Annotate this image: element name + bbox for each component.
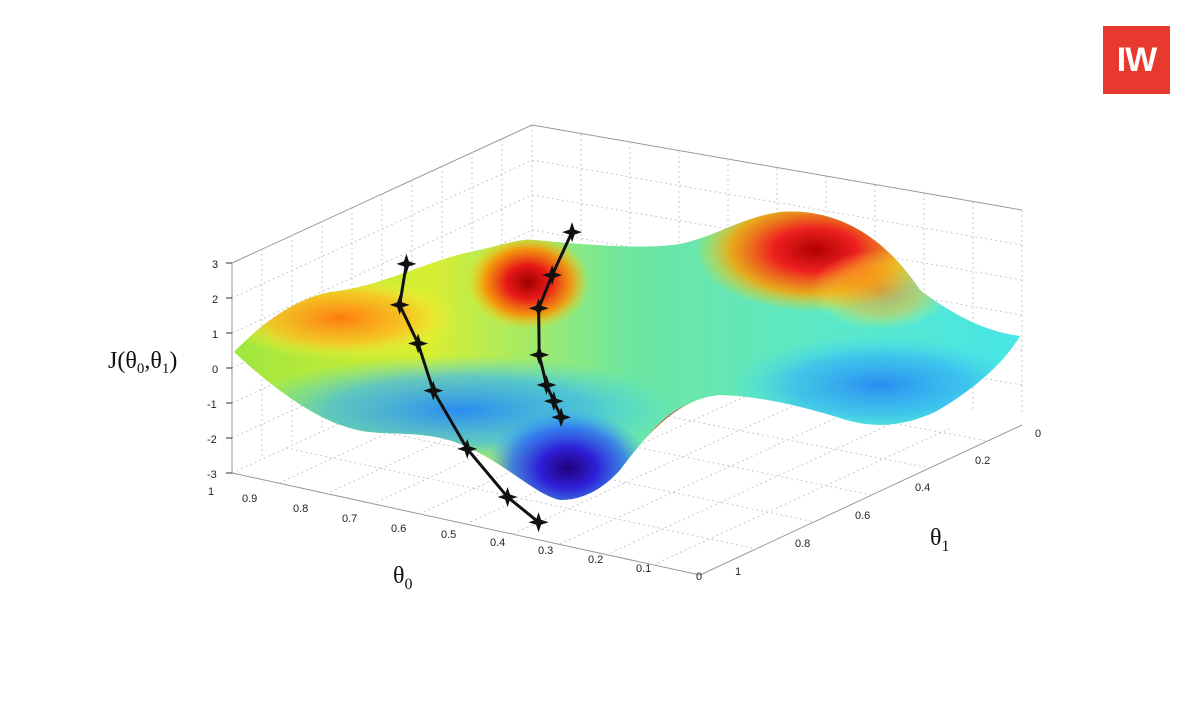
descent-step-marker [528,512,549,533]
z-tick-label: 2 [212,294,218,306]
x-tick-label: 0.9 [242,493,257,505]
brand-logo: IW [1103,26,1170,94]
x-tick-label: 0.8 [293,503,308,515]
y-tick-label: 0.8 [795,538,810,550]
x-tick-label: 0.7 [342,513,357,525]
z-tick-label: 0 [212,364,218,376]
descent-step-marker [536,375,557,395]
x-tick-label: 0.4 [490,537,505,549]
descent-step-marker [396,253,417,274]
y-tick-labels: 0 0.2 0.4 0.6 0.8 1 [735,428,1041,578]
descent-step-marker [562,222,583,243]
x-tick-label: 0.6 [391,523,406,535]
y-axis-label: θ1 [930,525,950,555]
x-tick-label: 1 [208,486,214,498]
x-tick-label: 0.1 [636,563,651,575]
x-tick-label: 0.5 [441,529,456,541]
descent-step-marker [542,265,563,286]
descent-step-marker [389,294,410,315]
z-tick-label: 3 [212,259,218,271]
surface-right-low-band [730,335,1020,435]
x-tick-labels: 1 0.9 0.8 0.7 0.6 0.5 0.4 0.3 0.2 0.1 0 [208,486,702,583]
descent-step-marker [529,344,550,365]
z-tick-label: 1 [212,329,218,341]
x-axis-label: θ0 [393,563,413,593]
y-tick-label: 0.6 [855,510,870,522]
descent-step-marker [408,333,429,354]
z-tick-marks [226,262,232,474]
y-tick-label: 1 [735,566,741,578]
y-tick-label: 0.2 [975,455,990,467]
y-tick-label: 0 [1035,428,1041,440]
z-tick-labels: 3 2 1 0 -1 -2 -3 [207,259,218,481]
x-tick-label: 0 [696,571,702,583]
z-tick-label: -1 [207,399,217,411]
x-tick-label: 0.3 [538,545,553,557]
surface-left-peak [466,234,590,330]
cost-surface [234,211,1020,501]
descent-step-marker [543,391,564,412]
descent-step-marker [551,407,572,428]
z-tick-label: -3 [207,469,217,481]
axis-ticks: 3 2 1 0 -1 -2 -3 1 0.9 0.8 0.7 0.6 0.5 0… [207,259,1041,583]
descent-step-marker [423,380,444,401]
z-axis-label: J(θ0,θ1) [108,348,177,377]
z-tick-label: -2 [207,434,217,446]
surface-right-shoulder [810,250,950,330]
descent-paths [389,222,583,533]
descent-step-marker [497,487,518,508]
x-tick-label: 0.2 [588,554,603,566]
surface-valley [486,404,650,501]
surface-left-ridge [234,276,460,360]
descent-step-marker [528,298,549,319]
y-tick-label: 0.4 [915,482,930,494]
descent-step-marker [457,438,478,459]
